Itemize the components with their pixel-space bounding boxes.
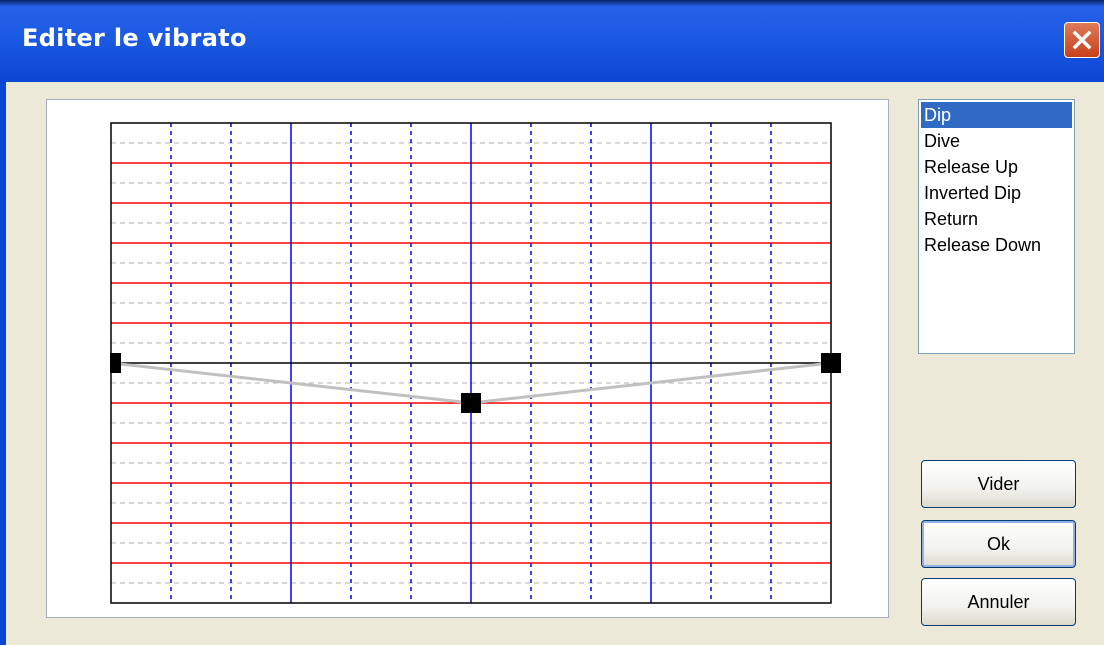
close-button[interactable] — [1064, 22, 1100, 58]
curve-point-handle[interactable] — [110, 353, 121, 373]
preset-item[interactable]: Dip — [921, 102, 1072, 128]
curve-point-handle[interactable] — [821, 353, 841, 373]
window-title: Editer le vibrato — [22, 24, 247, 52]
cancel-button[interactable]: Annuler — [921, 578, 1076, 626]
close-icon — [1072, 30, 1092, 50]
title-bar[interactable]: Editer le vibrato — [0, 0, 1104, 82]
window-frame — [0, 82, 6, 645]
preset-item[interactable]: Dive — [924, 131, 961, 151]
vibrato-graph[interactable] — [110, 122, 845, 612]
ok-button[interactable]: Ok — [921, 520, 1076, 568]
preset-item[interactable]: Return — [924, 209, 979, 229]
preset-item[interactable]: Inverted Dip — [924, 183, 1022, 203]
curve-point-handle[interactable] — [461, 393, 481, 413]
preset-item[interactable]: Release Up — [924, 157, 1019, 177]
preset-list[interactable]: Dip Dive Release Up Inverted Dip Return Relea… — [918, 99, 1075, 354]
clear-button[interactable]: Vider — [921, 460, 1076, 508]
preset-item[interactable]: Release Down — [924, 235, 1042, 255]
